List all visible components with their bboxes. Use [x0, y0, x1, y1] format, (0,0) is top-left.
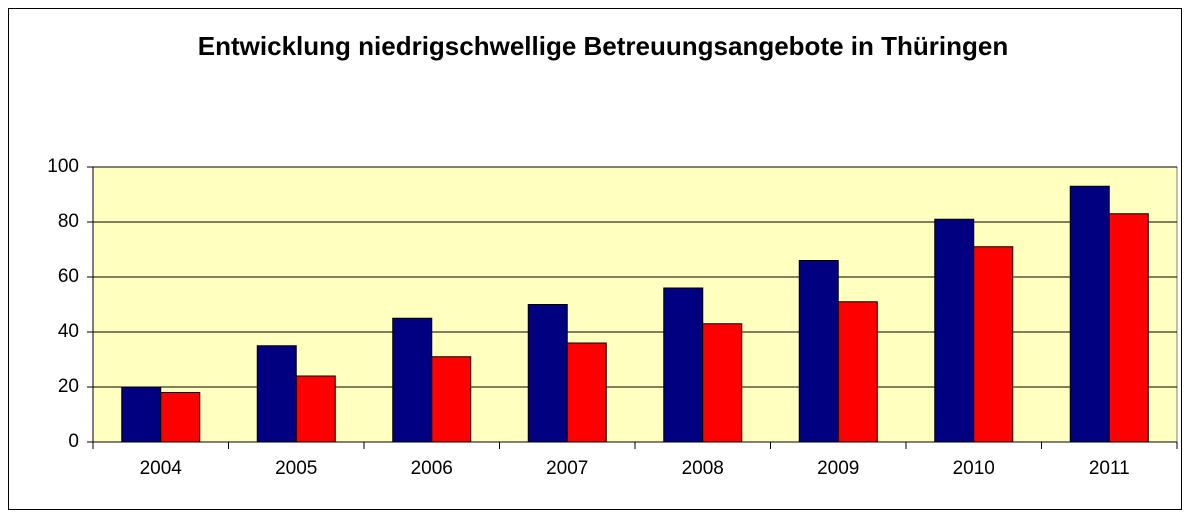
bar: [663, 287, 704, 443]
y-tick-label: 0: [68, 431, 79, 452]
x-tick-label: 2008: [682, 458, 724, 479]
x-tick-label: 2010: [953, 458, 995, 479]
bar: [1069, 185, 1110, 443]
bar: [431, 356, 472, 443]
bar: [702, 323, 743, 443]
bar: [566, 342, 607, 443]
bar: [256, 345, 297, 443]
chart-title: Entwicklung niedrigschwellige Betreuungs…: [197, 31, 1009, 61]
y-tick-label: 100: [47, 156, 79, 177]
bar: [392, 317, 433, 443]
y-tick-label: 80: [58, 211, 79, 232]
x-tick-label: 2009: [817, 458, 859, 479]
x-tick-label: 2005: [275, 458, 317, 479]
x-tick-label: 2007: [546, 458, 588, 479]
bar: [973, 246, 1014, 443]
y-tick-label: 60: [58, 266, 79, 287]
bar: [798, 260, 839, 443]
x-tick-label: 2011: [1089, 458, 1130, 479]
bar: [121, 386, 162, 443]
bar: [837, 301, 878, 443]
bar: [934, 218, 975, 443]
bar: [160, 392, 201, 443]
x-tick-label: 2004: [140, 458, 183, 479]
y-tick-label: 40: [58, 321, 79, 342]
x-tick-label: 2006: [411, 458, 453, 479]
plot-background: [92, 166, 1178, 443]
bar: [527, 304, 568, 443]
bar: [295, 375, 336, 443]
y-tick-label: 20: [58, 376, 79, 397]
bar: [1108, 213, 1149, 443]
